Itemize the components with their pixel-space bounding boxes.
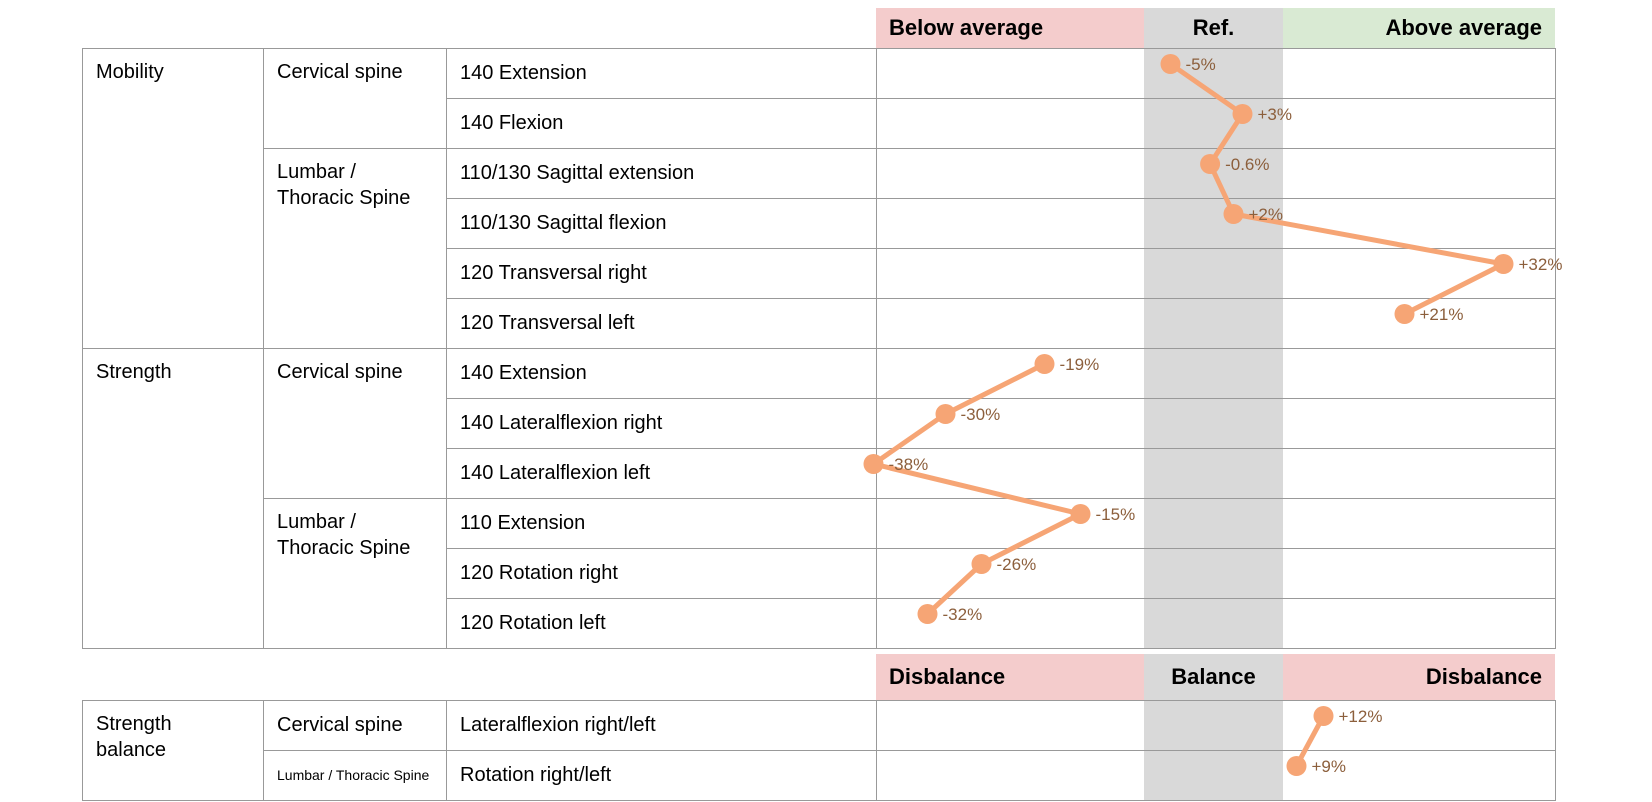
grid-line-horizontal xyxy=(446,298,1556,299)
test-cell: 140 Extension xyxy=(460,62,587,84)
data-point-label: -32% xyxy=(943,605,983,624)
zone-header-balance: Balance xyxy=(1144,654,1283,700)
data-point xyxy=(971,554,992,574)
test-cell: Lateralflexion right/left xyxy=(460,714,656,736)
grid-line-horizontal xyxy=(446,248,1556,249)
series-line-strength-balance xyxy=(1294,713,1326,769)
region-cell: Lumbar / Thoracic Spine xyxy=(277,511,411,559)
grid-line-horizontal xyxy=(82,700,1556,701)
grid-line-vertical xyxy=(876,48,877,649)
grid-line-vertical xyxy=(446,700,447,801)
region-cell: Cervical spine xyxy=(277,714,403,736)
test-cell: 110/130 Sagittal flexion xyxy=(460,212,667,234)
category-cell: Strength balance xyxy=(96,713,172,761)
test-cell: 120 Rotation right xyxy=(460,562,618,584)
grid-line-vertical xyxy=(1555,700,1556,801)
grid-line-horizontal xyxy=(446,198,1556,199)
data-point-label: +12% xyxy=(1339,707,1383,726)
zone-header-below-average: Below average xyxy=(876,8,1144,48)
region-cell: Lumbar / Thoracic Spine xyxy=(277,766,430,783)
data-point xyxy=(917,604,938,624)
data-point xyxy=(1493,254,1514,274)
zone-header-label: Disbalance xyxy=(1425,664,1542,689)
data-point-label: -15% xyxy=(1096,505,1136,524)
test-cell: 140 Lateralflexion left xyxy=(460,462,651,484)
region-cell: Cervical spine xyxy=(277,361,403,383)
category-cell: Strength xyxy=(96,361,172,383)
grid-line-horizontal xyxy=(82,648,1556,649)
grid-line-horizontal xyxy=(82,348,1556,349)
series-line-strength xyxy=(871,361,1083,617)
data-point xyxy=(1286,756,1307,776)
test-cell: 140 Extension xyxy=(460,362,587,384)
data-point xyxy=(1394,304,1415,324)
grid-line-horizontal xyxy=(263,750,1556,751)
grid-line-horizontal xyxy=(82,48,1556,49)
grid-line-vertical xyxy=(876,700,877,801)
zone-header-above-average: Above average xyxy=(1283,8,1555,48)
data-point-label: +9% xyxy=(1312,757,1347,776)
region-cell: Lumbar / Thoracic Spine xyxy=(277,161,411,209)
grid-line-horizontal xyxy=(82,800,1556,801)
data-point-label: -38% xyxy=(889,455,929,474)
grid-line-vertical xyxy=(1555,48,1556,649)
zone-header-disbalance-left: Disbalance xyxy=(876,654,1144,700)
grid-line-vertical xyxy=(263,48,264,649)
data-point-label: +21% xyxy=(1420,305,1464,324)
grid-line-horizontal xyxy=(263,148,1556,149)
test-cell: Rotation right/left xyxy=(460,764,612,786)
test-cell: 120 Rotation left xyxy=(460,612,606,634)
test-cell: 110/130 Sagittal extension xyxy=(460,162,695,184)
test-cell: 140 Lateralflexion right xyxy=(460,412,663,434)
data-point xyxy=(1034,354,1055,374)
test-cell: 110 Extension xyxy=(460,512,586,534)
data-point-label: -26% xyxy=(997,555,1037,574)
zone-header-label: Balance xyxy=(1171,664,1256,689)
data-point xyxy=(1313,706,1334,726)
grid-line-vertical xyxy=(446,48,447,649)
zone-header-label: Ref. xyxy=(1192,15,1235,40)
data-point xyxy=(935,404,956,424)
test-cell: 120 Transversal right xyxy=(460,262,647,284)
test-cell: 140 Flexion xyxy=(460,112,564,134)
data-point-label: -19% xyxy=(1060,355,1100,374)
grid-line-horizontal xyxy=(446,98,1556,99)
test-cell: 120 Transversal left xyxy=(460,312,635,334)
zone-header-label: Above average xyxy=(1385,15,1542,40)
grid-line-vertical xyxy=(82,700,83,801)
region-cell: Cervical spine xyxy=(277,61,403,83)
data-point xyxy=(1070,504,1091,524)
zone-header-label: Below average xyxy=(889,15,1044,40)
category-cell: Mobility xyxy=(96,61,164,83)
grid-line-vertical xyxy=(263,700,264,801)
data-point-label: -30% xyxy=(961,405,1001,424)
zone-header-label: Disbalance xyxy=(889,664,1006,689)
zone-header-ref: Ref. xyxy=(1144,8,1283,48)
zone-header-disbalance-right: Disbalance xyxy=(1283,654,1555,700)
grid-line-vertical xyxy=(82,48,83,649)
